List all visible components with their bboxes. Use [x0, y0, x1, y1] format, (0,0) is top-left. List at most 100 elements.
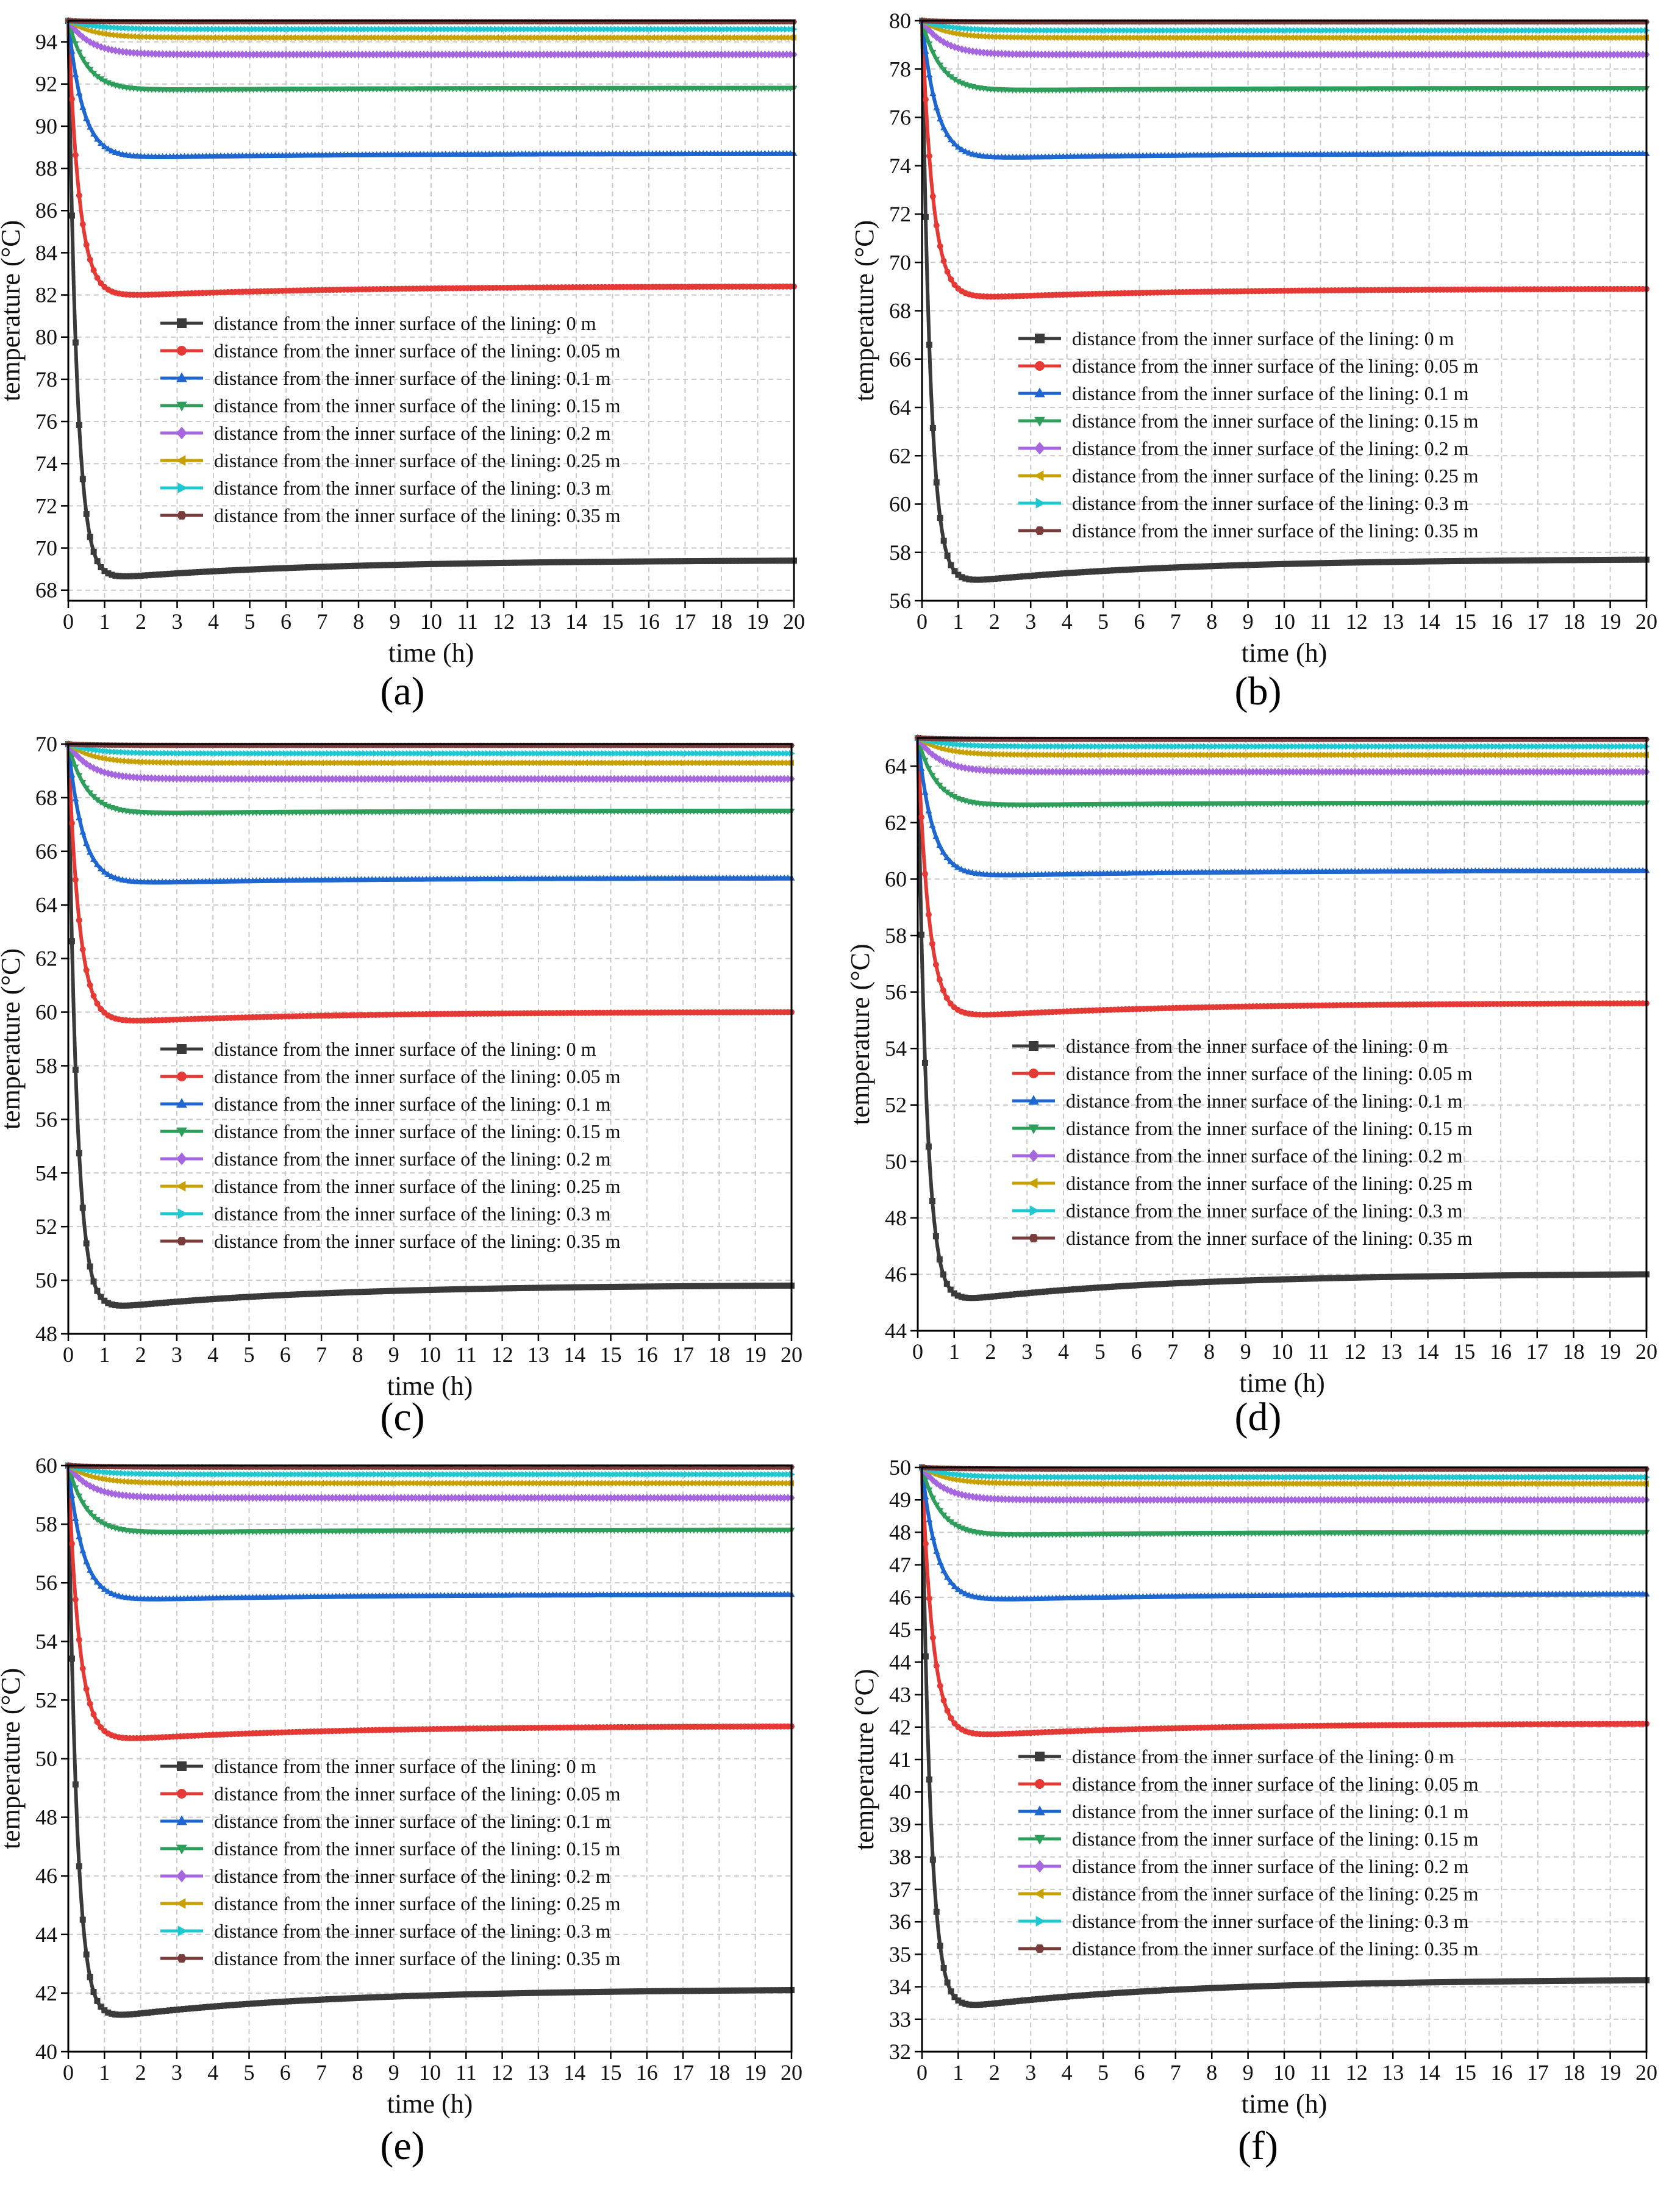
x-tick-label: 15 — [1454, 609, 1476, 634]
data-point — [348, 562, 355, 569]
data-point — [297, 564, 304, 571]
data-point — [515, 559, 521, 566]
data-point — [87, 534, 93, 540]
data-point — [76, 1150, 82, 1157]
data-point — [381, 562, 387, 568]
data-point — [431, 560, 438, 567]
data-point — [94, 1000, 101, 1007]
data-point — [90, 130, 98, 137]
legend-entry: distance from the inner surface of the l… — [214, 477, 611, 499]
x-tick-label: 8 — [353, 609, 364, 634]
data-point — [598, 559, 605, 565]
data-point — [83, 242, 90, 248]
data-point — [312, 564, 318, 570]
data-point — [413, 561, 420, 568]
data-point — [769, 557, 776, 564]
data-point — [638, 558, 645, 565]
data-point — [163, 571, 170, 578]
data-point — [120, 573, 126, 579]
data-point — [693, 558, 699, 565]
data-point — [490, 560, 496, 567]
data-point — [79, 104, 87, 110]
data-point — [228, 567, 235, 574]
y-tick-label: 78 — [35, 367, 57, 392]
data-point — [141, 572, 148, 579]
data-point — [544, 559, 551, 566]
panel-label: (a) — [380, 669, 424, 714]
data-point — [591, 559, 598, 565]
x-tick-label: 10 — [1273, 609, 1295, 634]
x-tick-label: 0 — [63, 609, 74, 634]
data-point — [72, 152, 79, 159]
y-tick-label: 74 — [35, 451, 57, 476]
data-point — [174, 570, 181, 577]
data-point — [449, 560, 456, 567]
y-tick-label: 90 — [35, 114, 57, 138]
data-point — [460, 560, 467, 567]
data-point — [486, 560, 493, 567]
data-point — [356, 562, 362, 569]
data-point — [453, 560, 460, 567]
data-point — [76, 422, 82, 429]
x-tick-label: 19 — [1600, 609, 1621, 634]
data-point — [257, 566, 264, 573]
data-point — [283, 565, 289, 571]
data-point — [90, 267, 97, 274]
data-point — [501, 559, 507, 566]
y-tick-label: 76 — [35, 409, 57, 434]
legend-entry: distance from the inner surface of the l… — [214, 449, 621, 471]
data-point — [674, 558, 681, 565]
data-point — [79, 946, 86, 953]
legend-entry: distance from the inner surface of the l… — [214, 422, 611, 444]
data-point — [352, 562, 359, 569]
data-point — [649, 558, 656, 565]
x-tick-label: 17 — [1527, 609, 1549, 634]
data-point — [929, 425, 936, 432]
legend-marker — [1035, 361, 1045, 371]
data-point — [246, 566, 253, 573]
data-point — [199, 568, 206, 575]
y-tick-label: 70 — [35, 536, 57, 560]
data-point — [76, 89, 83, 96]
x-tick-label: 14 — [1418, 609, 1440, 634]
data-point — [776, 557, 783, 564]
data-point — [682, 558, 688, 565]
x-tick-label: 2 — [135, 609, 146, 634]
x-tick-label: 5 — [245, 609, 256, 634]
x-tick-label: 13 — [1382, 609, 1404, 634]
y-tick-label: 70 — [889, 250, 911, 274]
data-point — [609, 558, 616, 565]
data-point — [652, 558, 659, 565]
data-point — [765, 557, 772, 564]
data-point — [83, 1240, 90, 1247]
data-point — [721, 557, 728, 564]
data-point — [98, 76, 105, 83]
data-point — [570, 559, 576, 565]
data-point — [631, 558, 638, 565]
data-point — [108, 147, 115, 154]
data-point — [83, 115, 90, 121]
data-point — [732, 557, 739, 564]
y-tick-label: 62 — [889, 443, 911, 468]
data-point — [406, 561, 413, 568]
data-point — [773, 557, 779, 564]
data-point — [68, 820, 75, 826]
data-point — [276, 565, 282, 571]
data-point — [933, 222, 940, 229]
data-point — [72, 71, 79, 77]
data-point — [370, 562, 376, 568]
data-point — [323, 564, 329, 570]
series-4 — [65, 18, 798, 94]
data-point — [152, 571, 159, 578]
data-point — [613, 558, 620, 565]
data-point — [787, 557, 794, 564]
data-point — [704, 557, 710, 564]
data-point — [562, 559, 569, 565]
data-point — [319, 564, 326, 570]
data-point — [261, 565, 268, 572]
data-point — [493, 560, 500, 567]
data-point — [87, 256, 93, 263]
y-tick-label: 80 — [889, 9, 911, 33]
data-point — [533, 559, 540, 566]
x-tick-label: 1 — [99, 609, 110, 634]
